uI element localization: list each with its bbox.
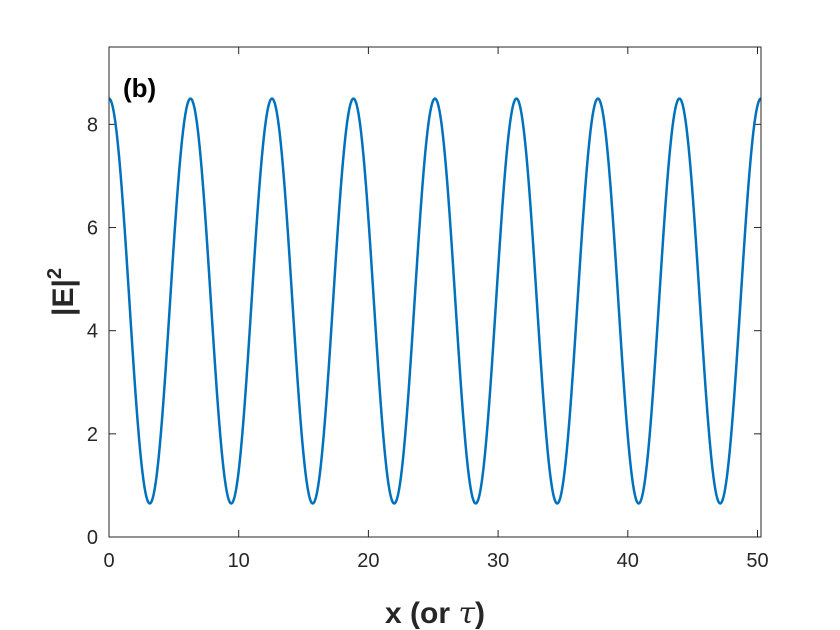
x-axis-ticks: 0 10 20 30 40 50	[103, 47, 769, 572]
x-tick-label: 30	[487, 550, 509, 572]
y-tick-label: 0	[87, 527, 98, 549]
x-tick-label: 40	[617, 550, 639, 572]
x-tick-label: 10	[228, 550, 250, 572]
x-tick-label: 50	[746, 550, 768, 572]
y-tick-label: 2	[87, 424, 98, 446]
y-tick-label: 4	[87, 321, 98, 343]
plot-frame	[108, 46, 762, 538]
x-axis-label: x (or τ)	[385, 596, 485, 630]
y-axis-label: |E|2	[44, 268, 80, 316]
y-tick-label: 6	[87, 218, 98, 240]
panel-label: (b)	[123, 73, 156, 103]
x-tick-label: 0	[103, 550, 114, 572]
series-line	[108, 97, 762, 505]
x-tick-label: 20	[357, 550, 379, 572]
plot-area	[109, 47, 761, 537]
y-tick-label: 8	[87, 114, 98, 136]
